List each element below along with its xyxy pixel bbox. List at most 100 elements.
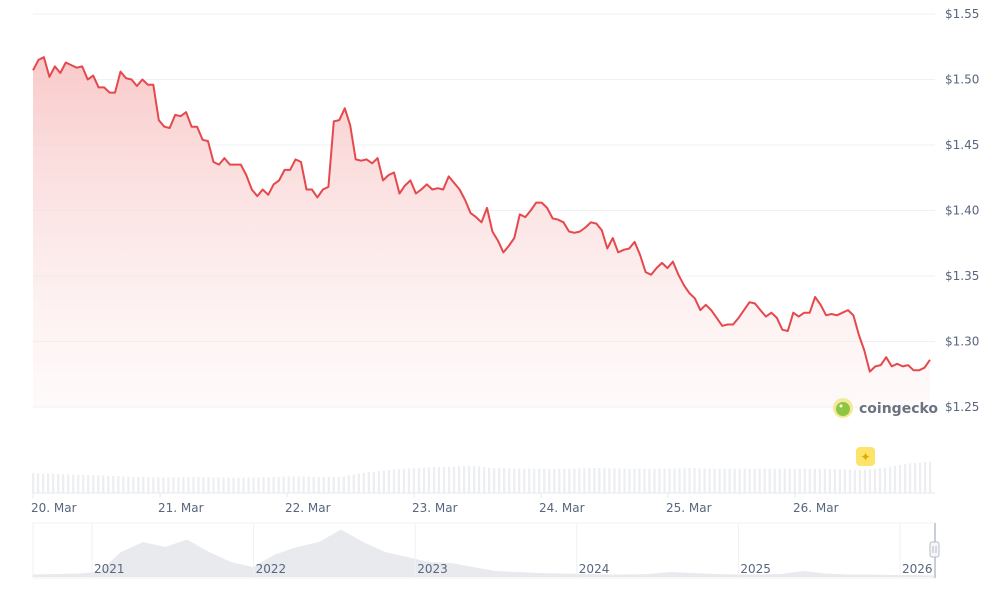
volume-bar (317, 477, 320, 493)
volume-bar (327, 477, 330, 493)
volume-bar (392, 469, 396, 493)
volume-bar (167, 477, 170, 493)
volume-bar (588, 468, 591, 493)
volume-bar (212, 477, 215, 493)
volume-bar (202, 477, 205, 493)
volume-bar (272, 477, 275, 493)
volume-bar (57, 473, 60, 493)
volume-bar (708, 468, 711, 493)
volume-bar (227, 477, 230, 493)
volume-bar (232, 477, 235, 493)
volume-bar (402, 468, 406, 493)
volume-bar (297, 476, 300, 493)
volume-bar (748, 468, 751, 493)
volume-bar (913, 462, 917, 493)
volume-bar (437, 467, 441, 493)
volume-bar (778, 468, 781, 493)
volume-bar (372, 471, 375, 493)
volume-bar (142, 477, 145, 493)
volume-bar (382, 470, 385, 493)
x-tick-label: 20. Mar (31, 501, 77, 515)
volume-bar (798, 468, 801, 493)
volume-bar (472, 466, 476, 493)
navigator-handle[interactable] (929, 541, 940, 558)
volume-bar (277, 476, 280, 493)
volume-bar (92, 475, 95, 493)
volume-bar (673, 468, 676, 493)
volume-bar (608, 468, 611, 493)
volume-bar (893, 465, 897, 493)
volume-bar (67, 474, 70, 493)
volume-bar (733, 468, 736, 493)
volume-bar (447, 466, 451, 493)
volume-bar (417, 467, 421, 493)
volume-bar (217, 477, 220, 493)
volume-bar (347, 475, 350, 493)
volume-bar (663, 468, 666, 493)
volume-bar (643, 468, 646, 493)
volume-bar (137, 476, 140, 493)
volume-bar (427, 467, 431, 493)
volume-bar (613, 468, 616, 493)
volume-bar (493, 468, 496, 493)
volume-bar (132, 476, 135, 493)
volume-bar (923, 462, 927, 493)
volume-bar (322, 477, 325, 493)
volume-bar (568, 468, 571, 493)
volume-bar (442, 466, 446, 493)
volume-bar (82, 474, 85, 493)
volume-bar (422, 467, 426, 493)
volume-bar (387, 470, 390, 493)
y-tick-label: $1.35 (945, 269, 979, 283)
volume-bar (648, 468, 651, 493)
volume-bar (508, 468, 511, 493)
volume-bar (32, 473, 35, 493)
volume-bar (583, 468, 586, 493)
volume-bar (738, 468, 741, 493)
volume-bar (307, 476, 310, 493)
volume-bar (929, 461, 932, 493)
volume-bar (127, 476, 130, 493)
volume-bar (603, 468, 606, 493)
volume-bar (42, 473, 45, 493)
svg-text:✦: ✦ (860, 450, 870, 464)
volume-bar (753, 468, 756, 493)
volume-bar (172, 477, 175, 493)
volume-bar (462, 466, 466, 493)
volume-bar (207, 477, 210, 493)
price-line (32, 56, 931, 373)
volume-bar (758, 468, 761, 493)
volume-bar (77, 474, 80, 493)
navigator-year-label: 2022 (256, 562, 287, 576)
y-tick-label: $1.25 (945, 400, 979, 414)
volume-bar (898, 464, 902, 493)
volume-bar (573, 468, 576, 493)
coingecko-logo-text: coingecko (859, 401, 938, 417)
volume-bar (452, 466, 456, 493)
volume-bar (788, 468, 791, 493)
volume-bar (783, 468, 786, 493)
price-area (33, 57, 930, 407)
volume-bar (553, 468, 556, 493)
range-navigator[interactable]: 2021 2022 2023 2024 2025 2026 (32, 522, 940, 579)
navigator-year-label: 2023 (417, 562, 448, 576)
event-marker-icon[interactable]: ✦ (856, 447, 875, 466)
x-tick-label: 26. Mar (793, 501, 839, 515)
volume-bar (803, 468, 806, 493)
volume-bar (918, 462, 922, 493)
volume-bar (477, 466, 481, 493)
volume-bar (703, 468, 706, 493)
volume-bar (628, 468, 631, 493)
volume-bar (342, 476, 345, 493)
volume-bar (853, 469, 857, 493)
volume-bar (518, 468, 521, 493)
x-tick-label: 25. Mar (666, 501, 712, 515)
volume-bar (117, 476, 120, 493)
volume-bar (72, 474, 75, 493)
volume-bar (858, 469, 862, 493)
x-axis: 20. Mar 21. Mar 22. Mar 23. Mar 24. Mar 25. M… (31, 493, 839, 515)
volume-bar (152, 477, 155, 493)
volume-bar (728, 468, 731, 493)
volume-bar (157, 477, 160, 493)
